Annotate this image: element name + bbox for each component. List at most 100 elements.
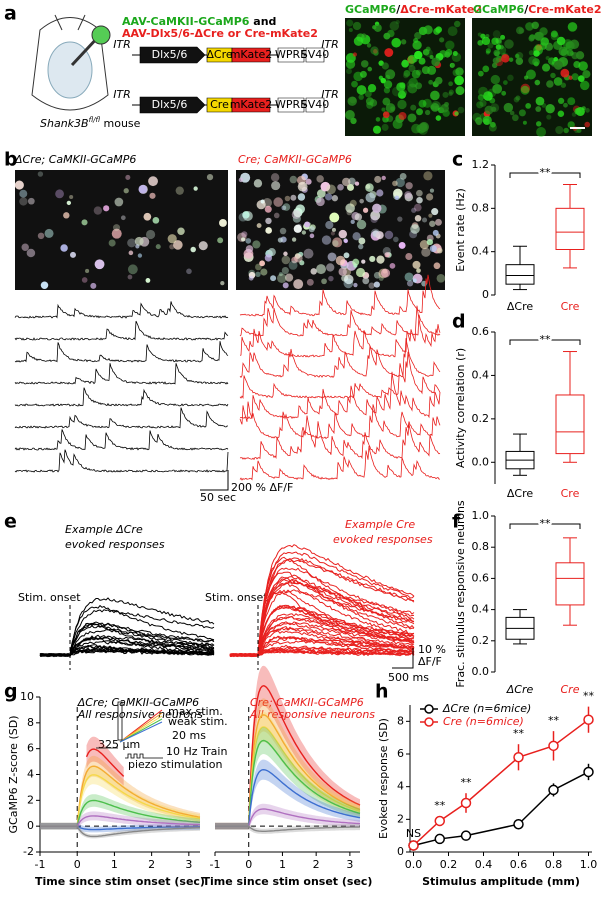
b-title: Cre; CaMKII-GCaMP6 xyxy=(238,153,352,166)
cell xyxy=(381,175,386,181)
cell xyxy=(385,69,396,80)
cell xyxy=(483,91,493,101)
mouse-ears xyxy=(54,14,86,31)
construct-label: WPRE xyxy=(275,48,307,61)
cell xyxy=(316,264,327,275)
cell xyxy=(352,52,358,57)
cell xyxy=(553,77,563,86)
bracket xyxy=(509,172,581,178)
cell xyxy=(385,103,396,113)
cell xyxy=(389,263,396,269)
cell xyxy=(145,278,151,283)
y-tick-label: 0.4 xyxy=(472,368,490,381)
cell xyxy=(571,73,579,81)
cell xyxy=(351,80,358,88)
cell xyxy=(482,65,490,73)
cell xyxy=(445,40,455,50)
cell xyxy=(484,105,494,115)
cell xyxy=(293,224,302,233)
x-tick-label: 1.0 xyxy=(580,858,598,871)
cell xyxy=(356,85,367,95)
sem-band xyxy=(215,822,360,834)
cell xyxy=(455,86,465,96)
cell xyxy=(477,70,484,77)
y-tick-label: 6 xyxy=(397,747,404,760)
e-scale-y: 10 % xyxy=(418,643,446,656)
cell xyxy=(422,98,432,108)
cell xyxy=(450,62,456,68)
cell xyxy=(391,37,402,48)
cell xyxy=(127,264,138,275)
cell xyxy=(193,186,198,191)
cell xyxy=(37,171,44,177)
inset-text: piezo stimulation xyxy=(128,758,222,771)
cell xyxy=(354,181,360,186)
cell xyxy=(326,184,336,195)
cell xyxy=(85,268,90,273)
cell xyxy=(253,179,263,188)
cell xyxy=(416,268,421,273)
cell xyxy=(495,44,502,50)
cell xyxy=(111,228,122,239)
cell xyxy=(413,203,422,212)
cell xyxy=(533,45,544,55)
cell xyxy=(397,99,407,110)
marker xyxy=(434,815,445,827)
cell xyxy=(352,232,361,241)
construct-label: Cre xyxy=(210,98,229,111)
cell xyxy=(439,37,445,43)
cell xyxy=(381,123,389,131)
cell xyxy=(19,189,28,198)
inset-text: weak stim. xyxy=(168,715,228,728)
box xyxy=(505,264,535,285)
significance: ** xyxy=(540,517,552,530)
trace xyxy=(239,305,441,358)
marker xyxy=(408,840,419,851)
cell xyxy=(325,220,334,230)
cell xyxy=(331,227,336,232)
cell xyxy=(262,198,272,208)
x-tick-label: 0.8 xyxy=(545,858,563,871)
inset-drawing xyxy=(96,701,163,759)
cell xyxy=(412,260,421,269)
inset-shape xyxy=(96,701,163,759)
y-tick-label: 1.0 xyxy=(472,509,490,522)
cell xyxy=(342,177,351,187)
cell xyxy=(245,245,254,253)
cell xyxy=(241,237,246,242)
legend-label: ΔCre (n=6mice) xyxy=(442,702,531,715)
mean-trace xyxy=(215,825,361,832)
cell xyxy=(501,54,510,63)
cell xyxy=(534,31,544,41)
cell xyxy=(345,109,355,120)
cell xyxy=(372,203,382,214)
cell xyxy=(273,197,283,207)
y-tick-label: 0 xyxy=(482,288,489,301)
y-tick-label: 6 xyxy=(27,742,34,755)
sem-band xyxy=(215,727,360,830)
construct-part xyxy=(139,96,206,114)
cell xyxy=(431,101,441,111)
cell xyxy=(545,55,550,61)
cell xyxy=(360,60,369,68)
cell xyxy=(309,233,315,239)
cell xyxy=(343,278,354,289)
cell xyxy=(566,49,574,57)
significance: ** xyxy=(540,166,552,179)
cell xyxy=(384,252,390,258)
box xyxy=(555,394,585,455)
cell xyxy=(242,211,250,219)
cell xyxy=(453,20,461,28)
cell xyxy=(422,217,428,223)
trace xyxy=(239,338,441,379)
trace xyxy=(14,429,229,451)
trace xyxy=(14,341,229,363)
cell xyxy=(418,57,426,65)
cell xyxy=(406,81,415,89)
evoked-trace xyxy=(229,644,415,657)
cell xyxy=(264,254,273,262)
legend-marker xyxy=(424,704,434,714)
cell xyxy=(585,108,590,113)
mean-trace xyxy=(85,748,125,777)
cell xyxy=(384,230,394,240)
